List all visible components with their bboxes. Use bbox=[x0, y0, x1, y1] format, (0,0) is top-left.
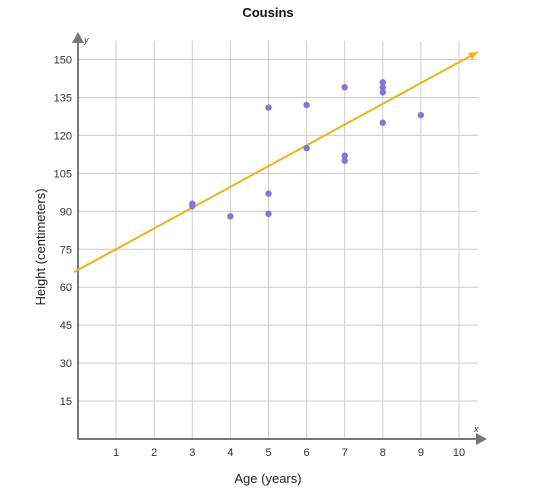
x-tick-label: 8 bbox=[380, 447, 386, 459]
scatter-point bbox=[341, 84, 348, 91]
chart-title: Cousins bbox=[242, 5, 293, 20]
scatter-point bbox=[379, 89, 386, 96]
y-tick-label: 120 bbox=[54, 130, 72, 142]
y-tick-label: 90 bbox=[60, 206, 72, 218]
x-tick-label: 1 bbox=[113, 447, 119, 459]
y-axis-arrow bbox=[72, 32, 84, 43]
scatter-point bbox=[417, 111, 425, 119]
scatter-point bbox=[303, 144, 310, 152]
y-tick-label: 45 bbox=[60, 320, 72, 332]
x-axis-letter: x bbox=[473, 424, 479, 434]
data-points bbox=[189, 79, 425, 220]
x-tick-label: 4 bbox=[227, 447, 233, 459]
x-tick-label: 7 bbox=[342, 447, 348, 459]
scatter-point bbox=[227, 213, 234, 220]
y-tick-label: 150 bbox=[54, 55, 72, 67]
y-tick-label: 15 bbox=[60, 396, 72, 408]
scatter-point bbox=[265, 210, 272, 218]
scatter-point bbox=[189, 203, 196, 210]
scatter-point bbox=[303, 101, 310, 109]
y-tick-label: 30 bbox=[60, 358, 72, 370]
y-tick-label: 105 bbox=[54, 168, 72, 180]
x-tick-label: 2 bbox=[151, 447, 157, 459]
scatter-point bbox=[265, 104, 272, 111]
grid bbox=[78, 41, 478, 439]
x-tick-label: 10 bbox=[453, 447, 465, 459]
scatter-point bbox=[379, 84, 386, 91]
x-tick-label: 5 bbox=[265, 447, 271, 459]
trend-line-arrow bbox=[468, 51, 479, 60]
y-axis-label: Height (centimeters) bbox=[33, 188, 48, 305]
x-tick-label: 9 bbox=[418, 447, 424, 459]
y-axis-letter: y bbox=[83, 35, 89, 45]
scatter-point bbox=[265, 190, 272, 197]
y-tick-label: 75 bbox=[60, 244, 72, 256]
x-axis-label: Age (years) bbox=[234, 471, 301, 486]
scatter-point bbox=[341, 152, 348, 159]
x-tick-label: 3 bbox=[189, 447, 195, 459]
y-tick-label: 60 bbox=[60, 282, 72, 294]
scatter-point bbox=[341, 157, 348, 164]
axes bbox=[72, 32, 487, 445]
x-axis-arrow bbox=[476, 433, 487, 445]
scatter-point bbox=[379, 79, 386, 86]
trend-line bbox=[73, 51, 479, 273]
x-tick-label: 6 bbox=[304, 447, 310, 459]
trend-line-layer bbox=[73, 51, 479, 273]
y-tick-label: 135 bbox=[54, 92, 72, 104]
scatter-point bbox=[379, 119, 386, 126]
